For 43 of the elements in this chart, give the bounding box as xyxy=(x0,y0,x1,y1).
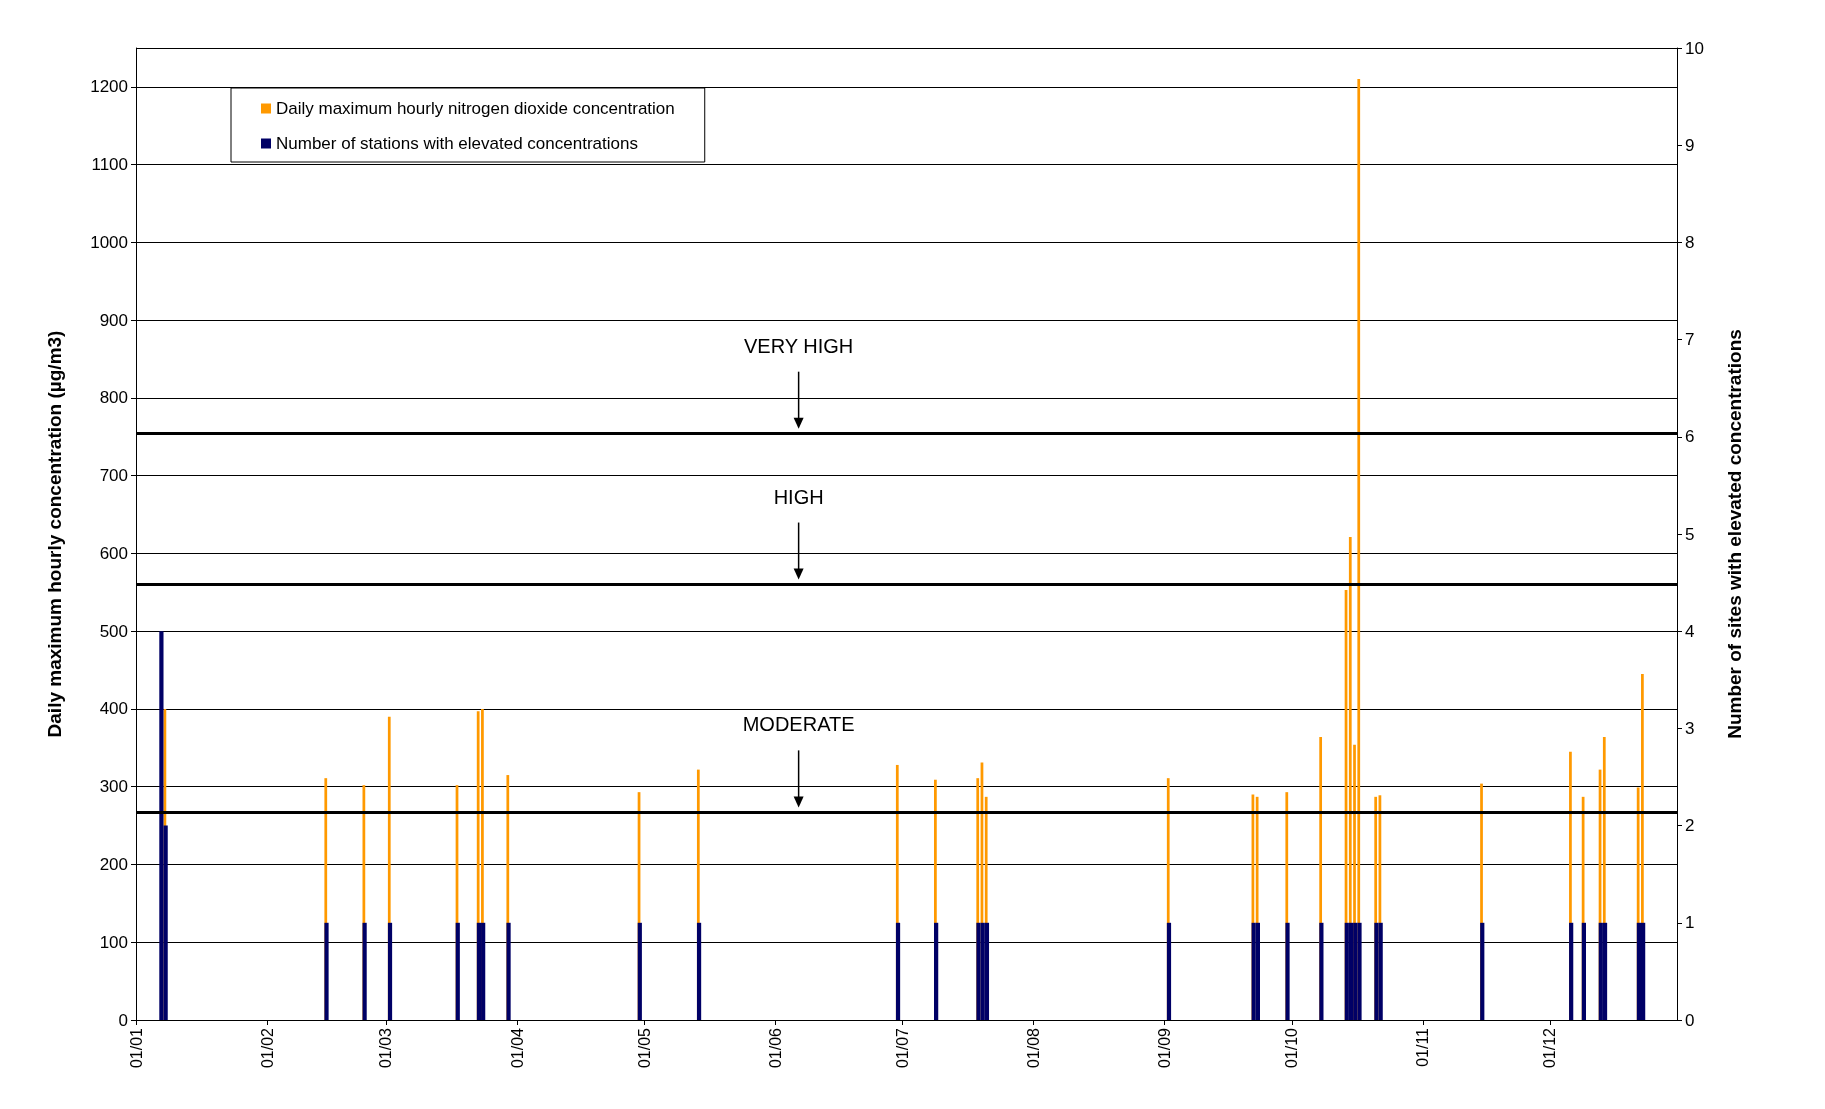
y2-tick-label: 0 xyxy=(1685,1010,1695,1030)
y-tick-label: 0 xyxy=(118,1010,128,1030)
y2-tick-label: 7 xyxy=(1685,330,1695,350)
legend-label: Number of stations with elevated concentrations xyxy=(276,134,638,153)
y2-axis-title: Number of sites with elevated concentrations xyxy=(1724,329,1745,739)
ref-line-label: MODERATE xyxy=(742,713,855,736)
y2-tick-label: 5 xyxy=(1685,524,1695,544)
y2-tick-label: 3 xyxy=(1685,718,1695,738)
x-tick-label: 01/05 xyxy=(635,1027,653,1069)
x-tick-label: 01/01 xyxy=(127,1027,145,1069)
x-tick-label: 01/11 xyxy=(1414,1027,1432,1067)
x-tick-label: 01/04 xyxy=(508,1027,526,1069)
y-axis-title: Daily maximum hourly concentration (µg/m3) xyxy=(44,330,65,738)
y-tick-label: 700 xyxy=(99,466,128,486)
y2-tick-label: 4 xyxy=(1685,621,1695,641)
y2-tick-label: 2 xyxy=(1685,816,1695,836)
x-tick-label: 01/10 xyxy=(1283,1027,1301,1069)
ref-line-label: VERY HIGH xyxy=(743,334,854,357)
x-tick-label: 01/08 xyxy=(1025,1027,1043,1069)
x-tick-label: 01/06 xyxy=(766,1027,784,1069)
ref-line-label: HIGH xyxy=(773,485,824,508)
y-tick-label: 900 xyxy=(99,310,128,330)
y-tick-label: 400 xyxy=(99,699,128,719)
x-tick-label: 01/07 xyxy=(893,1027,911,1069)
y-tick-label: 200 xyxy=(99,854,128,874)
y-tick-label: 100 xyxy=(99,932,128,952)
x-tick-label: 01/02 xyxy=(258,1027,276,1069)
x-tick-label: 01/09 xyxy=(1156,1027,1174,1069)
y-tick-label: 600 xyxy=(99,543,128,563)
y2-tick-label: 6 xyxy=(1685,427,1695,447)
x-tick-label: 01/03 xyxy=(377,1027,395,1069)
y-tick-label: 300 xyxy=(99,777,128,797)
y2-tick-label: 9 xyxy=(1685,135,1695,155)
legend-label: Daily maximum hourly nitrogen dioxide concentration xyxy=(276,99,675,118)
y2-tick-label: 1 xyxy=(1685,913,1695,933)
x-tick-label: 01/12 xyxy=(1541,1027,1559,1069)
y-tick-label: 800 xyxy=(99,388,128,408)
y2-tick-label: 8 xyxy=(1685,232,1695,252)
y-tick-label: 1100 xyxy=(91,155,128,175)
y-tick-label: 1000 xyxy=(90,232,128,252)
y-tick-label: 500 xyxy=(99,621,128,641)
y-tick-label: 1200 xyxy=(90,77,128,97)
y2-tick-label: 10 xyxy=(1685,38,1704,58)
